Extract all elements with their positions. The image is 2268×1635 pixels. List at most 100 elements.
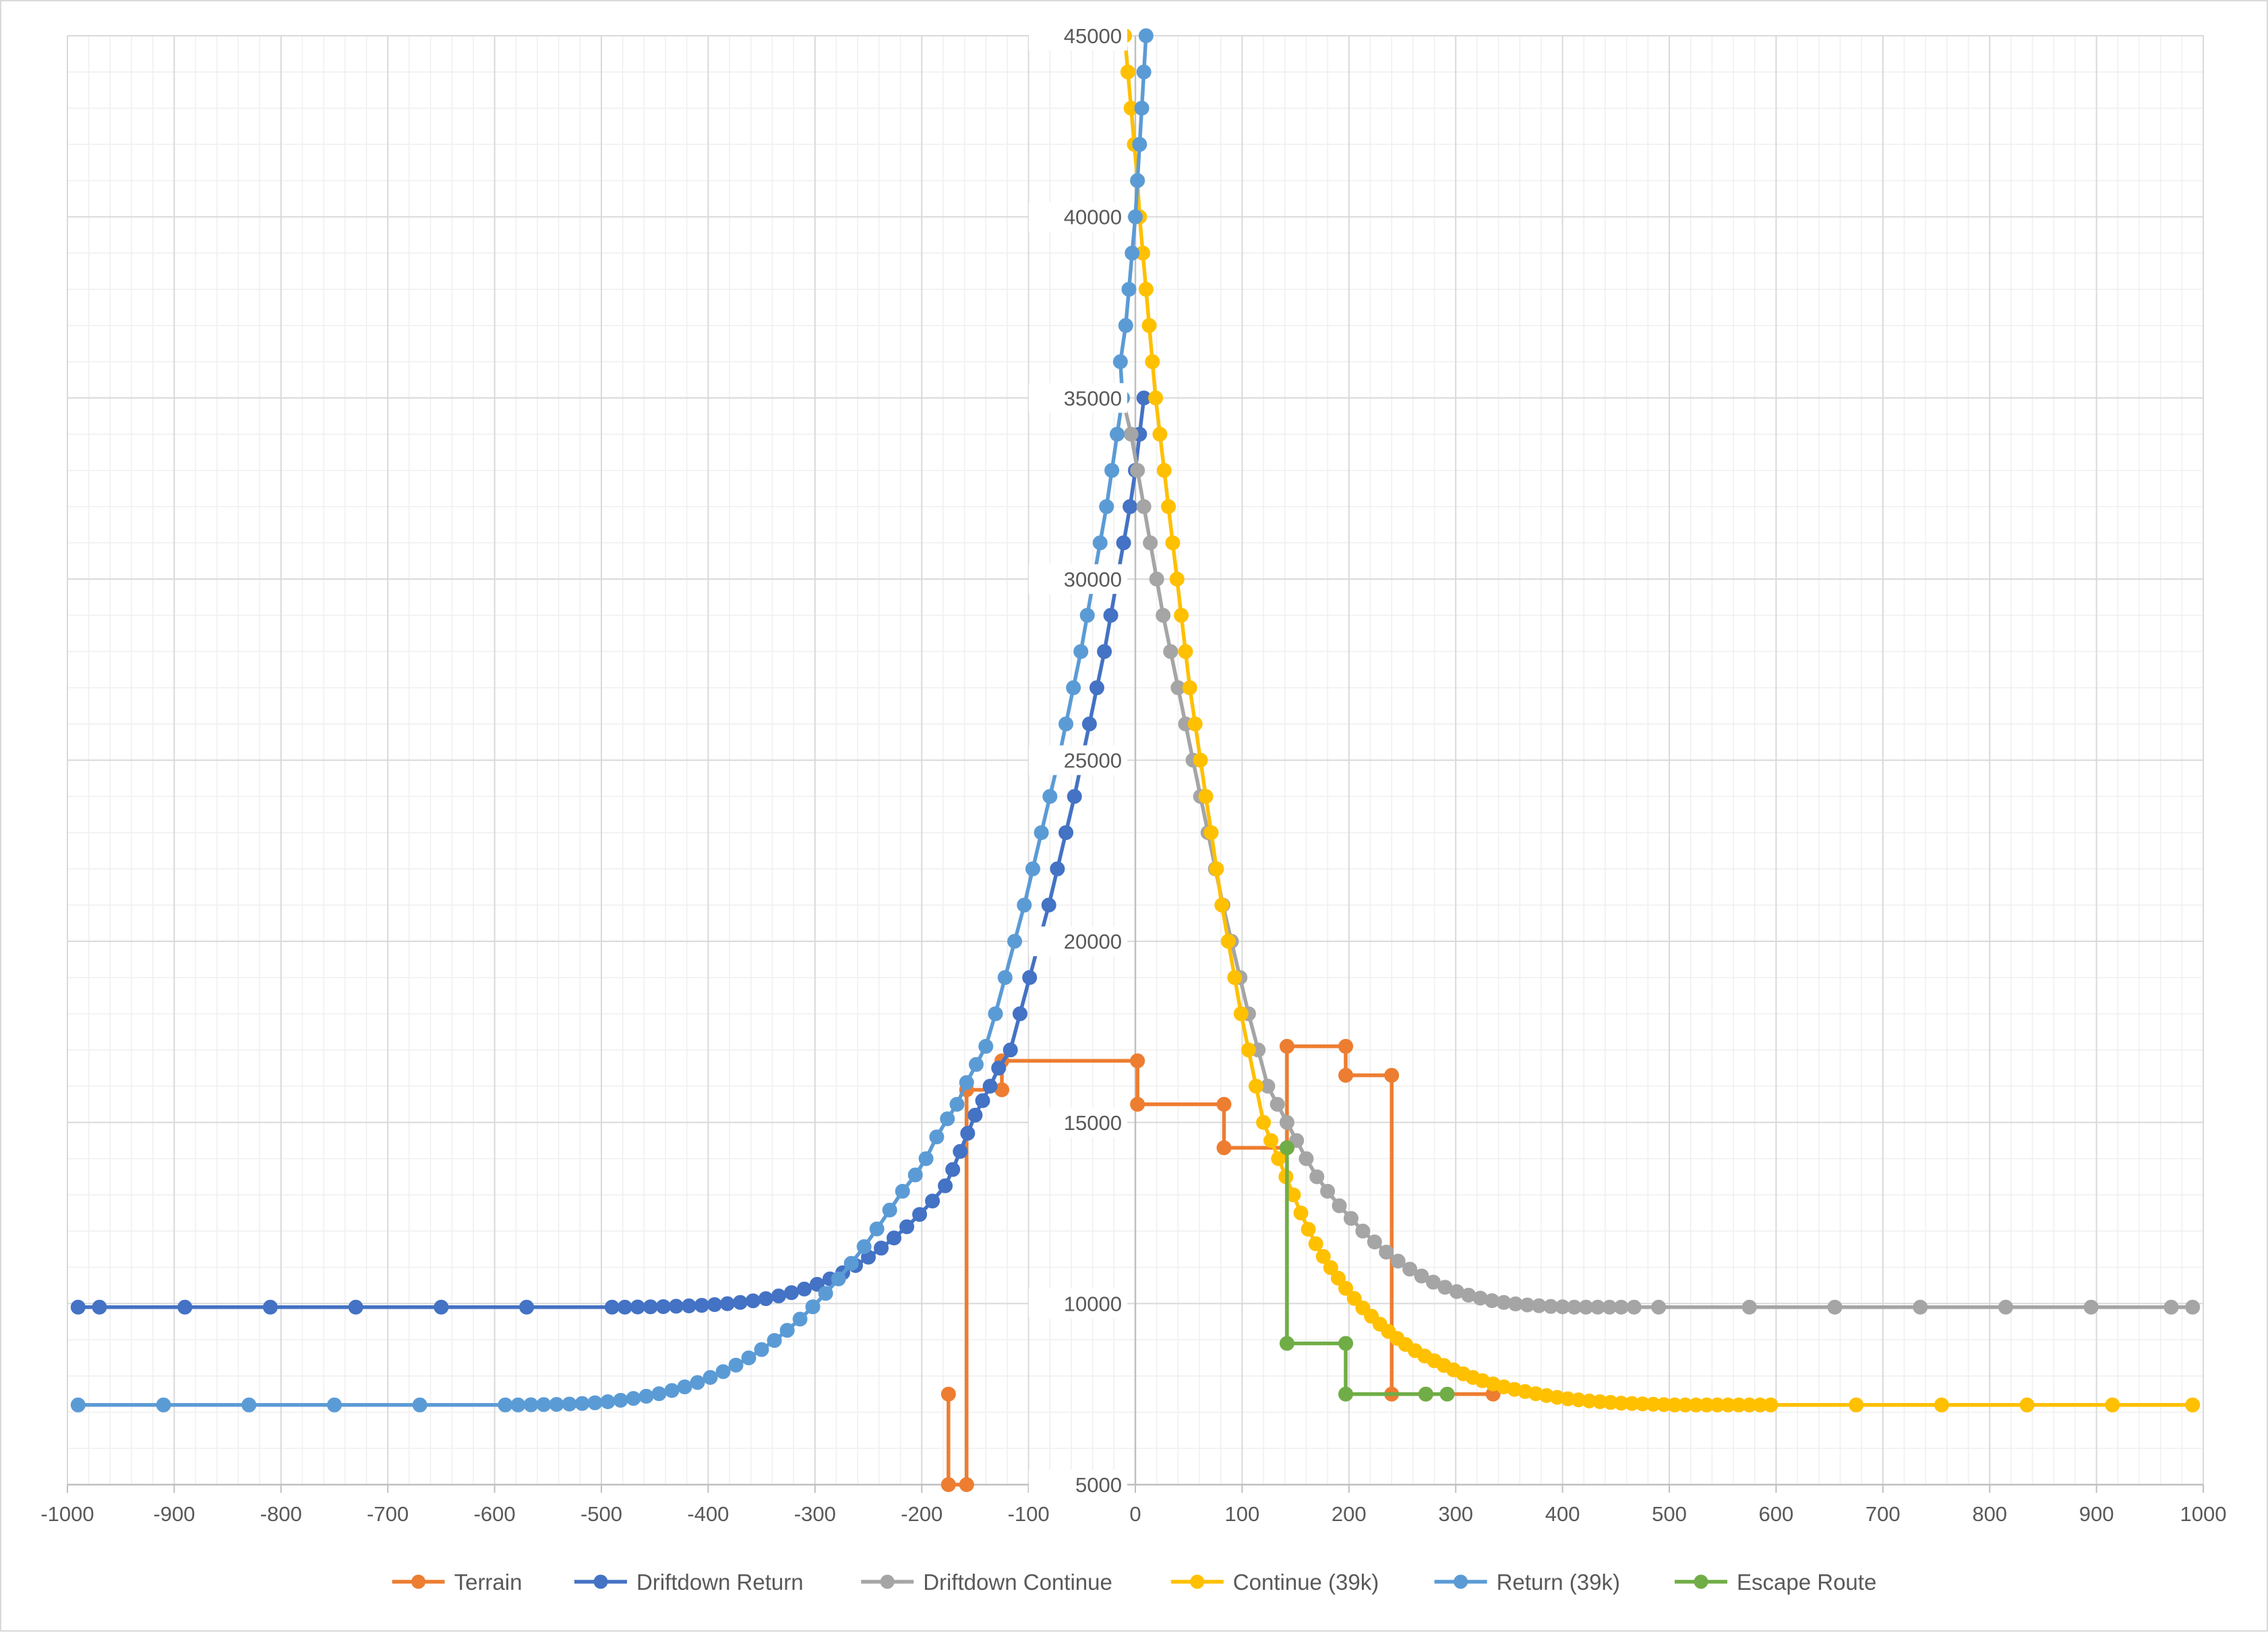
y-tick-label-bg <box>1029 926 1127 957</box>
series-return-39k <box>70 28 1154 1413</box>
data-point <box>741 1350 756 1365</box>
legend-swatch-marker <box>880 1574 895 1589</box>
data-point <box>869 1221 885 1237</box>
data-point <box>997 970 1013 985</box>
data-point <box>792 1311 808 1327</box>
x-tick-label: 900 <box>2079 1502 2114 1526</box>
data-point <box>1079 607 1095 623</box>
data-point <box>1178 644 1193 659</box>
data-point <box>1148 390 1164 406</box>
data-point <box>690 1375 705 1390</box>
data-point <box>1220 934 1236 949</box>
data-point <box>70 1397 86 1413</box>
data-point <box>1025 861 1040 876</box>
data-point <box>1042 789 1058 804</box>
data-point <box>1308 1236 1323 1251</box>
data-point <box>732 1295 748 1310</box>
data-point <box>1256 1114 1272 1130</box>
data-point <box>771 1288 786 1304</box>
x-tick-label: -300 <box>794 1502 836 1526</box>
x-tick-label: 1000 <box>2180 1502 2227 1526</box>
data-point <box>1203 825 1219 840</box>
data-point <box>412 1397 427 1413</box>
data-point <box>1367 1235 1382 1250</box>
data-point <box>967 1108 983 1123</box>
data-point <box>1214 897 1230 913</box>
data-point <box>1332 1198 1347 1214</box>
data-point <box>1130 173 1145 188</box>
y-tick-label-bg <box>1029 1470 1127 1499</box>
data-point <box>1216 1140 1232 1156</box>
axes <box>67 36 2204 1493</box>
data-point <box>912 1207 928 1222</box>
data-point <box>1128 209 1143 225</box>
y-tick-label: 5000 <box>1075 1473 1122 1497</box>
data-point <box>1067 789 1082 804</box>
data-point <box>1193 752 1208 768</box>
y-tick-label: 15000 <box>1064 1111 1122 1135</box>
data-point <box>703 1369 718 1385</box>
data-point <box>536 1397 551 1413</box>
data-point <box>745 1293 760 1309</box>
data-point <box>1116 535 1131 551</box>
data-point <box>887 1230 902 1246</box>
data-point <box>1270 1096 1285 1112</box>
y-tick-label-bg <box>1029 202 1127 232</box>
x-tick-label: -700 <box>367 1502 409 1526</box>
data-point <box>604 1299 620 1315</box>
data-point <box>1355 1223 1371 1239</box>
y-tick-label: 30000 <box>1064 568 1122 591</box>
y-tick-label: 20000 <box>1064 930 1122 953</box>
data-point <box>1125 245 1140 261</box>
data-point <box>1301 1222 1316 1237</box>
data-point <box>92 1299 107 1315</box>
data-point <box>949 1096 965 1112</box>
data-point <box>1279 1114 1294 1130</box>
data-point <box>1138 282 1154 297</box>
x-tick-label: 300 <box>1438 1502 1473 1526</box>
y-tick-label-bg <box>1029 21 1127 51</box>
y-tick-label-bg <box>1029 1107 1127 1137</box>
x-tick-label: 700 <box>1866 1502 1901 1526</box>
data-point <box>874 1241 889 1256</box>
series-line <box>947 1044 1495 1487</box>
data-point <box>941 1386 956 1402</box>
data-point <box>831 1271 846 1286</box>
data-point <box>978 1038 994 1054</box>
data-point <box>1279 1336 1294 1351</box>
data-point <box>1130 1096 1145 1112</box>
data-point <box>1934 1397 1949 1413</box>
data-point <box>677 1379 692 1394</box>
data-point <box>1097 644 1112 659</box>
data-point <box>1118 318 1133 333</box>
data-point <box>1233 1006 1249 1021</box>
data-point <box>991 1061 1007 1076</box>
data-point <box>1103 607 1118 623</box>
data-point <box>1152 426 1168 442</box>
data-point <box>156 1397 171 1413</box>
data-point <box>1414 1268 1429 1284</box>
series-layer <box>70 28 2201 1492</box>
x-tick-label: -200 <box>901 1502 943 1526</box>
data-point <box>1187 716 1203 732</box>
data-point <box>2019 1397 2035 1413</box>
data-point <box>882 1202 897 1218</box>
data-point <box>945 1162 961 1177</box>
data-point <box>655 1299 671 1314</box>
data-point <box>1613 1299 1629 1315</box>
data-point <box>1130 1053 1145 1069</box>
data-point <box>805 1299 820 1315</box>
legend-swatch-marker <box>1190 1574 1205 1589</box>
data-point <box>779 1323 795 1338</box>
legend-swatch-marker <box>1694 1574 1708 1589</box>
data-point <box>668 1299 684 1314</box>
data-point <box>1651 1299 1667 1315</box>
data-point <box>1058 716 1074 732</box>
y-tick-label: 40000 <box>1064 206 1122 229</box>
data-point <box>1003 1042 1018 1058</box>
data-point <box>818 1286 833 1301</box>
data-point <box>1338 1067 1354 1083</box>
data-point <box>549 1396 564 1412</box>
data-point <box>1330 1270 1346 1286</box>
